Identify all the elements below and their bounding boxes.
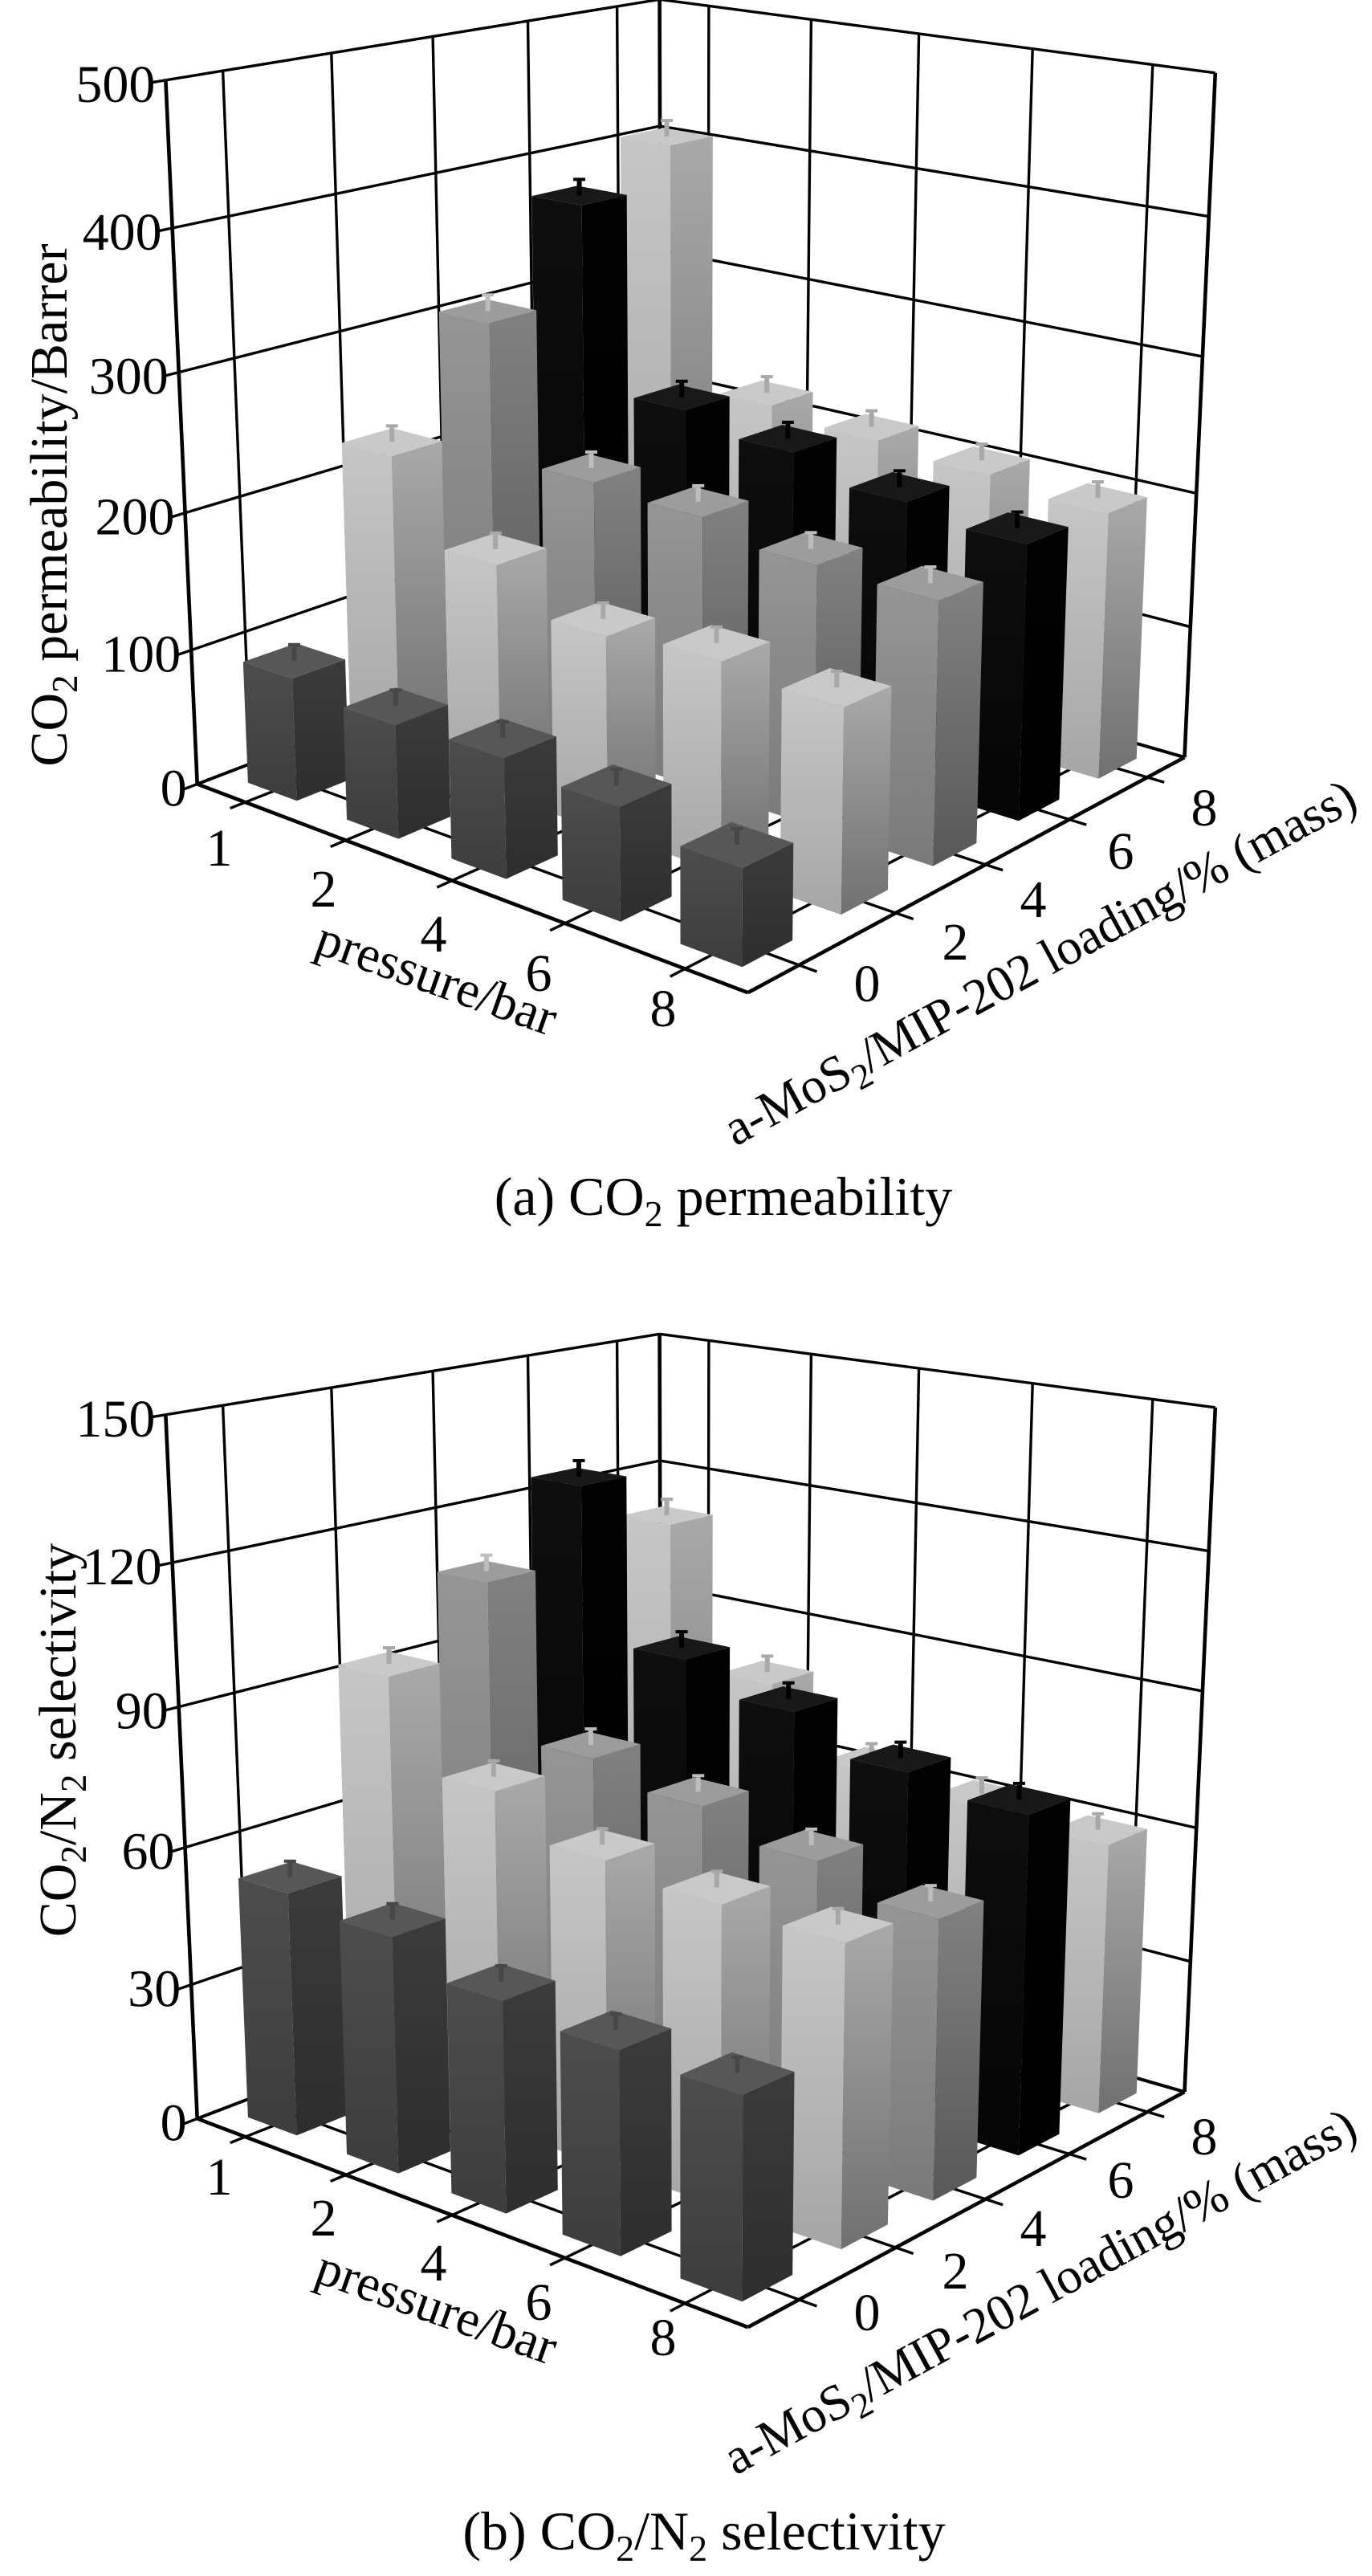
- svg-text:4: 4: [1020, 870, 1047, 929]
- svg-text:2: 2: [942, 913, 969, 972]
- svg-text:400: 400: [83, 203, 162, 262]
- svg-text:150: 150: [75, 1390, 155, 1449]
- svg-text:8: 8: [1191, 779, 1218, 838]
- svg-text:300: 300: [89, 348, 169, 406]
- svg-text:6: 6: [526, 2273, 552, 2332]
- svg-text:8: 8: [650, 2309, 677, 2367]
- svg-text:CO2​ permeability/Barrer: CO2​ permeability/Barrer: [20, 243, 85, 766]
- svg-text:500: 500: [75, 55, 155, 114]
- svg-text:2: 2: [942, 2242, 969, 2301]
- svg-text:6: 6: [526, 944, 552, 1003]
- svg-text:200: 200: [96, 488, 175, 547]
- svg-text:(a) CO2​ permeability: (a) CO2​ permeability: [495, 1166, 953, 1234]
- svg-text:4: 4: [421, 905, 447, 964]
- svg-text:1: 1: [206, 819, 233, 878]
- svg-text:1: 1: [206, 2148, 233, 2207]
- svg-text:100: 100: [101, 626, 181, 684]
- svg-text:6: 6: [1108, 822, 1134, 881]
- svg-text:0: 0: [161, 759, 187, 817]
- svg-text:6: 6: [1108, 2151, 1134, 2210]
- svg-text:4: 4: [421, 2234, 447, 2293]
- svg-text:90: 90: [116, 1682, 169, 1741]
- svg-text:2: 2: [311, 860, 337, 919]
- svg-text:8: 8: [650, 980, 677, 1038]
- svg-text:8: 8: [1191, 2108, 1218, 2166]
- svg-text:120: 120: [83, 1538, 162, 1596]
- svg-text:4: 4: [1020, 2199, 1047, 2258]
- svg-text:0: 0: [854, 955, 881, 1013]
- svg-text:0: 0: [161, 2093, 187, 2152]
- svg-text:30: 30: [128, 1960, 181, 2019]
- svg-text:0: 0: [854, 2284, 881, 2342]
- svg-text:CO2​/N2​ selectivity: CO2​/N2​ selectivity: [29, 1543, 94, 1937]
- svg-text:2: 2: [311, 2189, 337, 2248]
- svg-text:60: 60: [122, 1823, 175, 1881]
